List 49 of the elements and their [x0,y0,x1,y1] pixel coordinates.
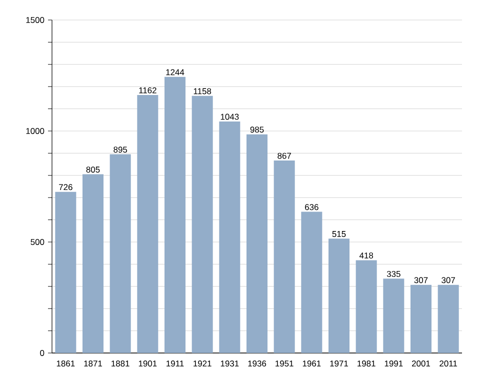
y-tick-label: 1500 [26,17,44,23]
x-tick-label: 1936 [248,360,266,367]
x-tick-label: 1881 [112,360,130,367]
bar [82,174,104,353]
data-label: 307 [414,277,428,284]
x-tick-label: 1871 [84,360,102,367]
y-tick-label: 0 [40,350,44,356]
bar [383,278,404,353]
data-label: 726 [59,184,72,190]
bar [219,121,240,353]
data-label: 515 [332,231,346,237]
data-label: 1162 [139,87,156,94]
x-tick-label: 1921 [194,360,212,367]
x-tick-label: 1861 [56,360,75,367]
data-label: 307 [442,277,455,284]
x-tick-label: 1911 [166,360,184,367]
data-label: 1244 [166,69,184,76]
x-tick-label: 1971 [330,360,348,367]
data-label: 985 [250,126,264,133]
x-tick-label: 1931 [220,360,239,367]
bar [410,284,432,353]
data-label: 418 [359,252,374,258]
x-tick-label: 2011 [440,360,458,367]
y-tick-label: 1000 [26,128,44,134]
bar [137,95,158,353]
data-label: 1043 [220,114,239,120]
x-tick-label: 1951 [276,360,294,367]
data-label: 636 [305,204,318,210]
bar [164,76,186,353]
data-label: 895 [114,146,128,153]
y-tick-label: 500 [30,239,44,245]
x-tick-label: 1901 [138,360,157,367]
x-tick-label: 2001 [412,360,430,367]
bar [301,212,322,353]
data-label: 867 [278,152,291,159]
bar [110,154,131,353]
x-tick-label: 1961 [302,360,321,367]
data-label: 805 [86,166,100,173]
bar [274,160,295,353]
x-tick-label: 1981 [358,360,376,367]
data-label: 335 [386,270,400,277]
bar [55,192,76,353]
bar [328,238,350,353]
data-label: 1158 [194,88,212,94]
bar [356,260,377,353]
x-tick-label: 1991 [384,360,403,367]
bar [438,284,459,353]
bar [246,134,268,353]
bar [192,96,213,353]
